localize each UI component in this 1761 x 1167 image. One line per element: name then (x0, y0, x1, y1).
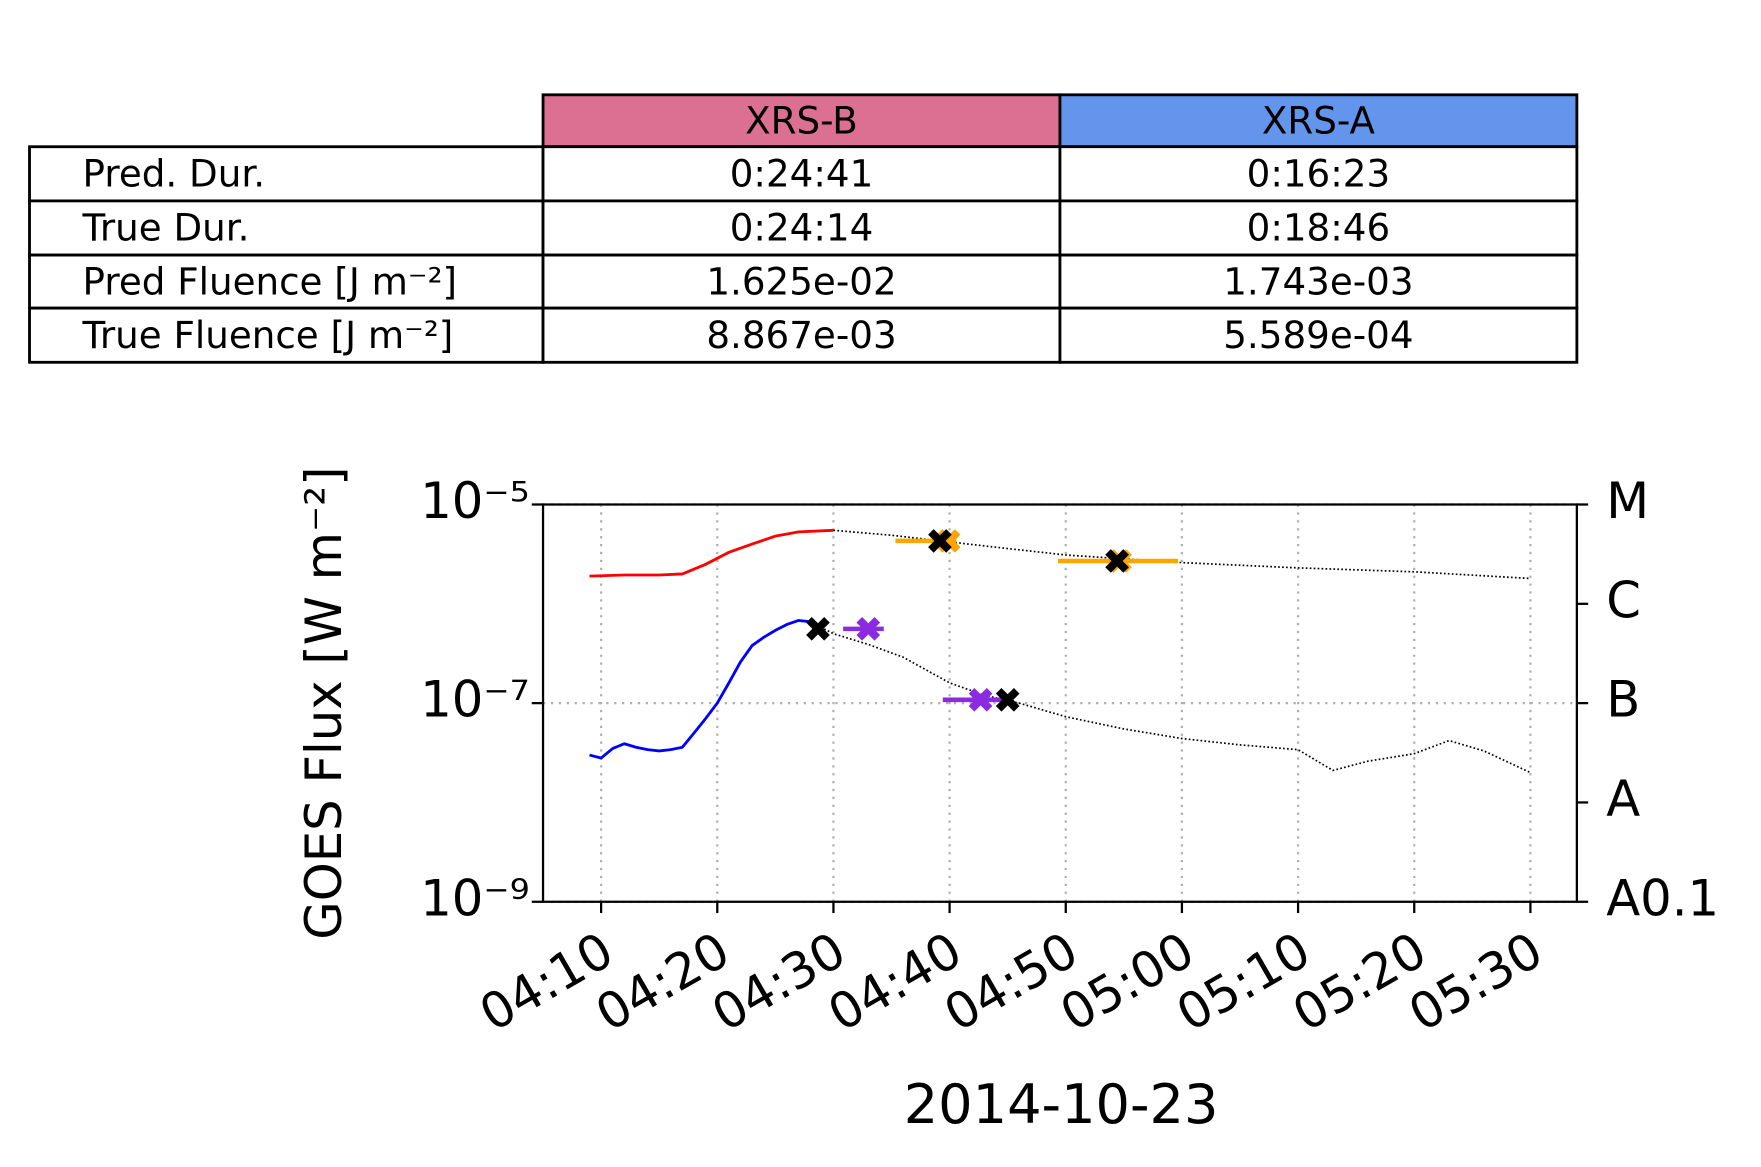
y-axis-label: GOES Flux [W m⁻²] (295, 467, 353, 940)
y-tick-label: 10⁻⁷ (420, 671, 529, 729)
series-line (833, 529, 1531, 580)
marker-x (806, 617, 830, 641)
y2-tick-label: B (1606, 671, 1640, 729)
x-tick-label: 05:30 (1399, 921, 1552, 1043)
x-tick-label: 05:20 (1283, 921, 1436, 1043)
cell-value: 8.867e-03 (706, 313, 896, 357)
cell-value: 1.743e-03 (1223, 259, 1413, 303)
cell-value: 5.589e-04 (1223, 313, 1413, 357)
cell (541, 253, 1062, 310)
x-tick-label: 05:00 (1051, 921, 1204, 1043)
marker-x (856, 617, 881, 641)
cell (1058, 199, 1579, 257)
series-line (809, 620, 1531, 774)
row-label: True Fluence [J m⁻²] (82, 313, 454, 357)
y-tick-label: 10⁻⁵ (420, 472, 529, 530)
x-tick-label: 04:30 (702, 921, 855, 1043)
marker-x (928, 529, 952, 553)
y2-tick-label: A0.1 (1606, 869, 1719, 927)
series-line (589, 619, 811, 760)
series-line (589, 528, 834, 578)
x-tick-label: 04:40 (818, 921, 971, 1043)
column-header: XRS-A (1262, 99, 1376, 143)
x-tick-label: 04:20 (586, 921, 739, 1043)
x-tick-label: 05:10 (1167, 921, 1320, 1043)
plot-frame (541, 503, 1578, 903)
cell-value: 0:16:23 (1247, 152, 1391, 196)
y-tick-label: 10⁻⁹ (420, 869, 529, 927)
cell-value: 0:24:14 (730, 206, 874, 250)
marker-x (995, 687, 1020, 712)
cell-value: 0:18:46 (1247, 206, 1391, 250)
row-label: Pred Fluence [J m⁻²] (83, 259, 457, 303)
row-label-cell (28, 306, 545, 364)
x-axis-label: 2014-10-23 (904, 1073, 1219, 1136)
cell (1058, 253, 1579, 310)
x-tick-label: 04:10 (470, 921, 623, 1043)
header-cell (541, 93, 1062, 149)
cell (541, 306, 1062, 364)
cell-value: 0:24:41 (730, 152, 874, 196)
y2-tick-label: A (1606, 770, 1640, 828)
row-label: Pred. Dur. (83, 152, 266, 196)
row-label: True Dur. (82, 206, 250, 250)
header-cell (1058, 93, 1579, 149)
cell-value: 1.625e-02 (706, 259, 896, 303)
y2-tick-label: M (1606, 472, 1649, 530)
y2-tick-label: C (1606, 571, 1641, 629)
marker-x (1105, 549, 1129, 573)
column-header: XRS-B (745, 99, 858, 143)
row-label-cell (28, 199, 545, 257)
x-tick-label: 04:50 (935, 921, 1088, 1043)
cell (1058, 306, 1579, 364)
marker-x (968, 687, 993, 712)
